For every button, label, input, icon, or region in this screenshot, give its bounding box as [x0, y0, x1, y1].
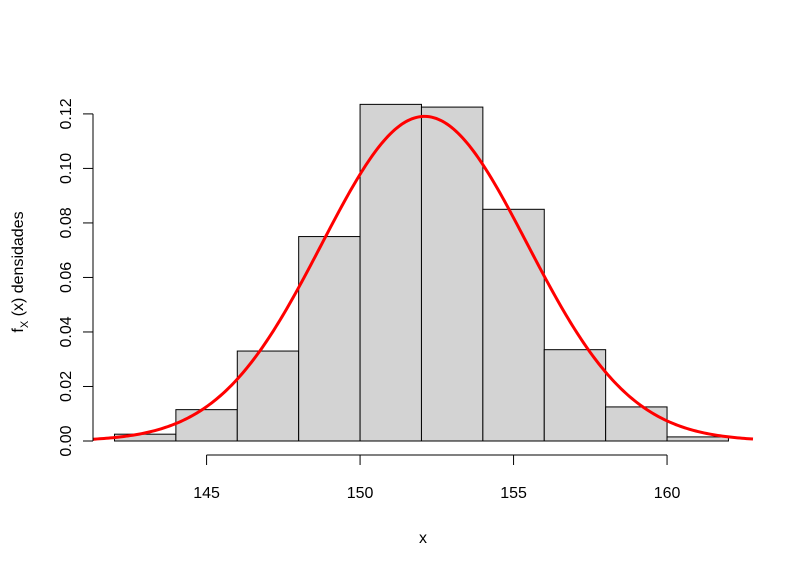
x-tick-label: 150: [347, 485, 374, 502]
x-tick-label: 145: [193, 485, 220, 502]
x-axis-title: x: [419, 530, 427, 547]
histogram-bar: [666, 436, 729, 442]
x-tick-label: 160: [654, 485, 681, 502]
histogram-bars: [113, 103, 729, 442]
y-tick-label: 0.06: [58, 262, 75, 293]
y-tick-label: 0.00: [58, 425, 75, 456]
y-axis: 0.00 0.02 0.04 0.06 0.08 0.10 0.12: [58, 98, 94, 457]
y-axis-title: fX (x) densidades: [10, 211, 31, 332]
y-tick-label: 0.10: [58, 153, 75, 184]
density-curve: [92, 114, 754, 441]
x-axis: 145 150 155 160: [193, 454, 681, 502]
histogram-bar: [605, 406, 668, 442]
y-axis-title-prefix: f: [10, 328, 27, 333]
histogram-bar: [482, 208, 545, 442]
histogram-bar: [236, 350, 300, 442]
y-axis-title-sub: X: [19, 320, 31, 328]
histogram-bar: [359, 103, 422, 442]
y-axis-title-suffix: (x) densidades: [10, 211, 27, 320]
y-tick-label: 0.02: [58, 371, 75, 402]
histogram-bar: [175, 409, 238, 442]
y-tick-label: 0.04: [58, 316, 75, 347]
histogram-bar: [543, 349, 607, 442]
y-tick-label: 0.08: [58, 207, 75, 238]
x-tick-label: 155: [500, 485, 527, 502]
y-tick-label: 0.12: [58, 98, 75, 129]
histogram-bar: [420, 106, 484, 442]
